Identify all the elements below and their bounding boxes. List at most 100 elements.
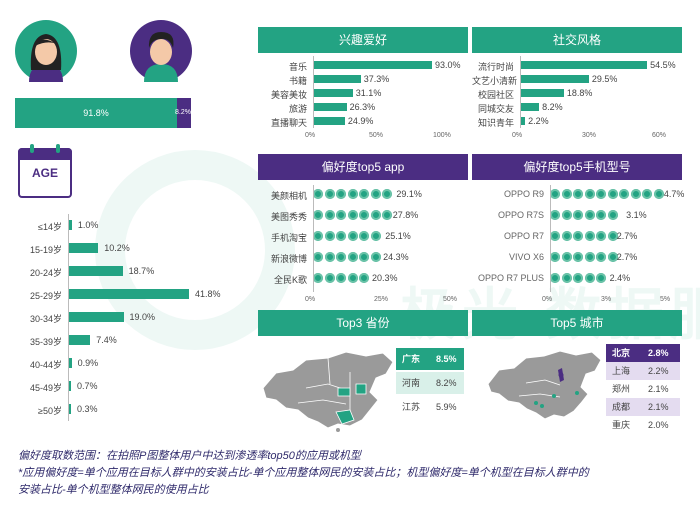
apps-bar-dot (370, 210, 381, 220)
city-value: 2.8% (648, 348, 669, 358)
gender-bar: 91.8% 8.2% (15, 98, 191, 128)
phones-bar-chart: OPPO R9 4.7% OPPO R7S 3.1% OPPO R7 2.7% VIVO X… (472, 183, 685, 303)
age-value-label: 18.7% (128, 266, 155, 276)
phones-value-label: 4.7% (663, 189, 685, 199)
phones-bar-dot (561, 252, 572, 262)
interest-category-label: 直播聊天 (270, 118, 307, 128)
age-value-label: 7.4% (96, 335, 117, 345)
phones-bar-dot (607, 210, 618, 220)
male-share-bar (176, 98, 191, 128)
phones-bar-dot (607, 252, 618, 262)
phones-bar-dot (573, 273, 583, 283)
phones-bar-dot (607, 231, 618, 241)
social-category-label: 文艺小清新 (472, 76, 518, 86)
interest-value-label: 37.3% (363, 74, 390, 84)
apps-bar-dot (347, 231, 358, 241)
age-value-label: 41.8% (195, 289, 221, 299)
social-value-label: 18.8% (566, 88, 593, 98)
phones-bar-dot (607, 189, 618, 199)
phones-bar-dot (573, 231, 583, 241)
age-bar (69, 335, 91, 345)
phones-bar-dot (630, 189, 641, 199)
female-avatar-icon (15, 20, 77, 82)
phones-tick-label: 0% (542, 296, 553, 303)
interest-bar (313, 75, 361, 83)
province-value: 8.5% (436, 354, 457, 364)
age-category-label: 30-34岁 (29, 314, 62, 324)
apps-bar-dot (313, 231, 323, 241)
apps-value-label: 25.1% (385, 231, 411, 241)
social-category-label: 校园社区 (477, 90, 514, 100)
apps-value-label: 27.8% (392, 210, 419, 220)
social-bar (520, 103, 540, 111)
phones-bar-dot (584, 252, 595, 262)
social-category-label: 知识青年 (477, 118, 514, 128)
interest-category-label: 书籍 (288, 76, 307, 86)
age-axis-line (68, 237, 69, 260)
age-value-label: 0.7% (77, 381, 98, 391)
age-axis-line (68, 375, 69, 398)
interest-title: 兴趣爱好 (258, 27, 468, 53)
apps-bar-dot (370, 189, 381, 199)
interest-tick-label: 100% (433, 132, 451, 139)
interest-value-label: 93.0% (435, 60, 461, 70)
male-pct-label: 8.2% (175, 109, 191, 116)
social-axis (520, 56, 521, 128)
phones-bar-dot (573, 252, 583, 262)
apps-bar-dot (359, 189, 369, 199)
watermark-logo (95, 150, 295, 350)
phones-category-label: OPPO R7S (497, 210, 544, 220)
phones-tick-label: 3% (601, 296, 612, 303)
phones-category-label: OPPO R7 PLUS (477, 273, 544, 283)
age-bar (69, 358, 72, 368)
social-value-label: 54.5% (650, 60, 676, 70)
apps-bar-dot (347, 252, 358, 262)
age-category-label: 15-19岁 (29, 245, 62, 255)
phones-bar-dot (550, 252, 560, 262)
phones-bar-dot (596, 210, 606, 220)
city-name: 郑州 (612, 384, 631, 394)
apps-category-label: 美图秀秀 (270, 212, 307, 222)
interest-value-label: 26.3% (349, 102, 376, 112)
phones-bar-dot (561, 231, 572, 241)
city-value: 2.1% (648, 384, 669, 394)
apps-value-label: 20.3% (372, 273, 398, 283)
age-value-label: 10.2% (104, 243, 130, 253)
age-value-label: 0.3% (77, 404, 98, 414)
province-row: 广东 8.5% (396, 348, 464, 370)
phones-bar-dot (596, 252, 606, 262)
city-row: 郑州 2.1% (606, 380, 680, 398)
apps-bar-dot (382, 189, 392, 199)
province-name: 河南 (402, 378, 421, 388)
apps-category-label: 全民K歌 (273, 275, 307, 285)
phones-bar-dot (561, 210, 572, 220)
interest-bar (313, 103, 347, 111)
provinces-title: Top3 省份 (258, 310, 468, 336)
city-name: 北京 (612, 348, 631, 358)
apps-category-label: 手机淘宝 (270, 233, 307, 243)
age-category-label: 35-39岁 (29, 337, 62, 347)
age-axis-line (68, 283, 69, 306)
city-name: 上海 (612, 366, 631, 376)
phones-bar-dot (584, 210, 595, 220)
provinces-table: 广东 8.5% 河南 8.2% 江苏 5.9% (396, 348, 464, 420)
phones-bar-dot (550, 231, 560, 241)
phones-bar-dot (596, 189, 606, 199)
social-bar (520, 89, 564, 97)
social-bar (520, 75, 589, 83)
phones-bar-dot (550, 189, 560, 199)
phones-category-label: OPPO R9 (503, 189, 544, 199)
apps-bar-dot (313, 252, 323, 262)
phones-bar-dot (619, 189, 629, 199)
apps-bar-dot (336, 273, 346, 283)
apps-bar-dot (313, 189, 323, 199)
interest-value-label: 24.9% (347, 116, 374, 126)
social-tick-label: 60% (652, 132, 667, 139)
social-value-label: 29.5% (591, 74, 618, 84)
apps-bar-dot (336, 231, 346, 241)
interest-value-label: 31.1% (355, 88, 382, 98)
apps-bar-dot (336, 210, 346, 220)
apps-bar-dot (336, 252, 346, 262)
female-share-bar (15, 98, 177, 128)
age-value-label: 1.0% (77, 220, 99, 230)
